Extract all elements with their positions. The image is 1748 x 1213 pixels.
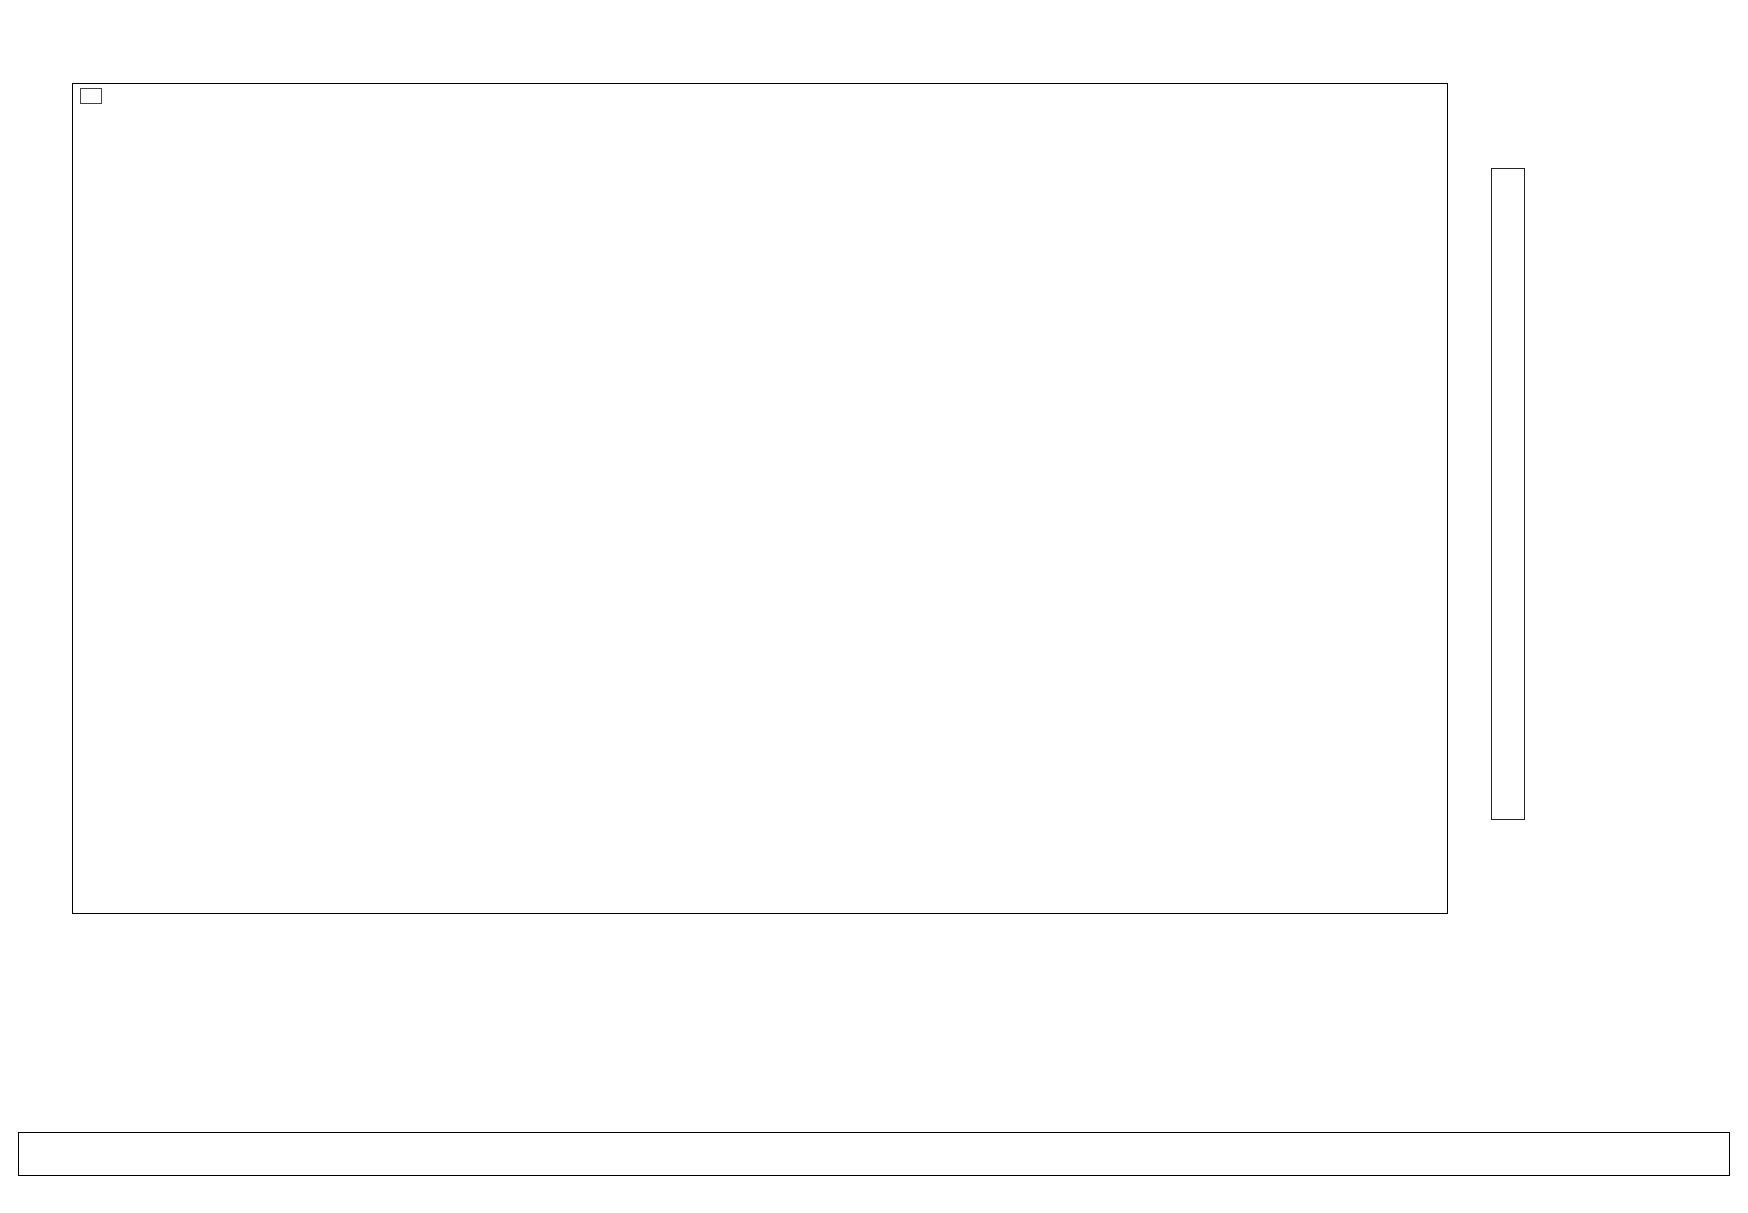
map-legend — [80, 88, 102, 104]
page-title — [0, 24, 1748, 63]
percentage-bar-axis — [18, 1176, 1730, 1210]
map-panel[interactable] — [72, 83, 1448, 914]
percentage-bar[interactable] — [18, 1132, 1730, 1176]
colorbar-gradient — [1491, 168, 1525, 820]
colorbar — [1491, 168, 1525, 820]
map-canvas — [73, 84, 1447, 913]
percentage-bar-cells — [18, 1132, 1730, 1176]
colorbar-title — [1605, 168, 1637, 820]
